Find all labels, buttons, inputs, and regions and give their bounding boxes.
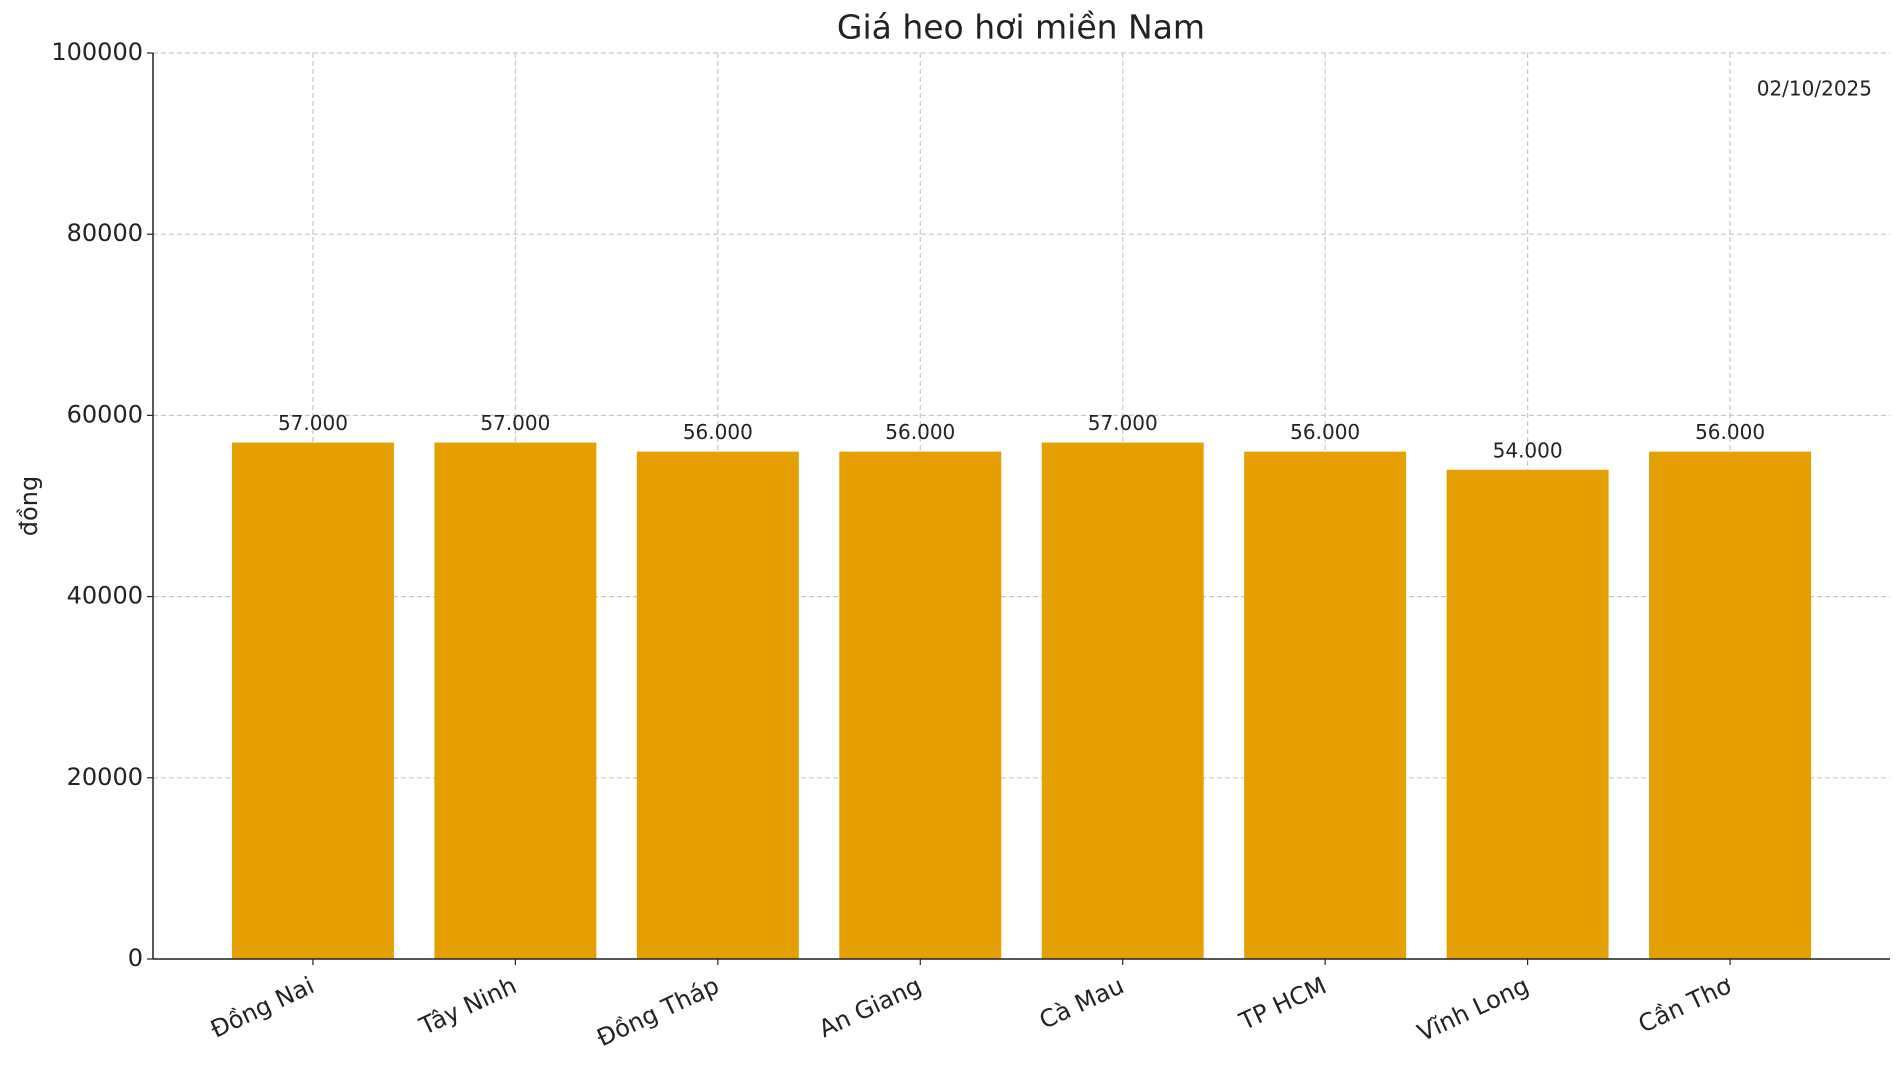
y-tick-label: 100000 — [51, 38, 143, 66]
y-axis-label: đồng — [15, 476, 43, 536]
bar — [839, 451, 1002, 959]
chart-title: Giá heo hơi miền Nam — [837, 8, 1205, 47]
y-tick-label: 0 — [128, 944, 143, 972]
bar — [434, 442, 597, 960]
value-label: 57.000 — [480, 411, 550, 435]
bar — [1041, 442, 1204, 960]
y-tick-label: 80000 — [67, 219, 143, 247]
bar — [1446, 469, 1609, 959]
bar — [636, 451, 799, 959]
value-label: 56.000 — [1695, 420, 1765, 444]
y-tick-label: 40000 — [67, 582, 143, 610]
x-tick-label: Vĩnh Long — [1413, 971, 1533, 1047]
value-label: 56.000 — [683, 420, 753, 444]
y-tick-label: 60000 — [67, 400, 143, 428]
bar — [1244, 451, 1407, 959]
bar — [231, 442, 394, 960]
value-label: 56.000 — [885, 420, 955, 444]
x-tick-label: An Giang — [815, 971, 926, 1043]
x-tick-label: TP HCM — [1234, 971, 1330, 1036]
bar — [1649, 451, 1812, 959]
annotation: 02/10/2025 — [1757, 77, 1872, 101]
x-tick-label: Đồng Nai — [206, 971, 318, 1043]
value-label: 54.000 — [1493, 438, 1563, 462]
x-tick-label: Tây Ninh — [414, 971, 520, 1041]
x-tick-label: Đồng Tháp — [593, 971, 724, 1052]
x-tick-label: Cần Thơ — [1634, 971, 1736, 1038]
value-label: 57.000 — [278, 411, 348, 435]
value-label: 57.000 — [1088, 411, 1158, 435]
x-tick-label: Cà Mau — [1035, 971, 1128, 1034]
y-tick-label: 20000 — [67, 763, 143, 791]
value-label: 56.000 — [1290, 420, 1360, 444]
